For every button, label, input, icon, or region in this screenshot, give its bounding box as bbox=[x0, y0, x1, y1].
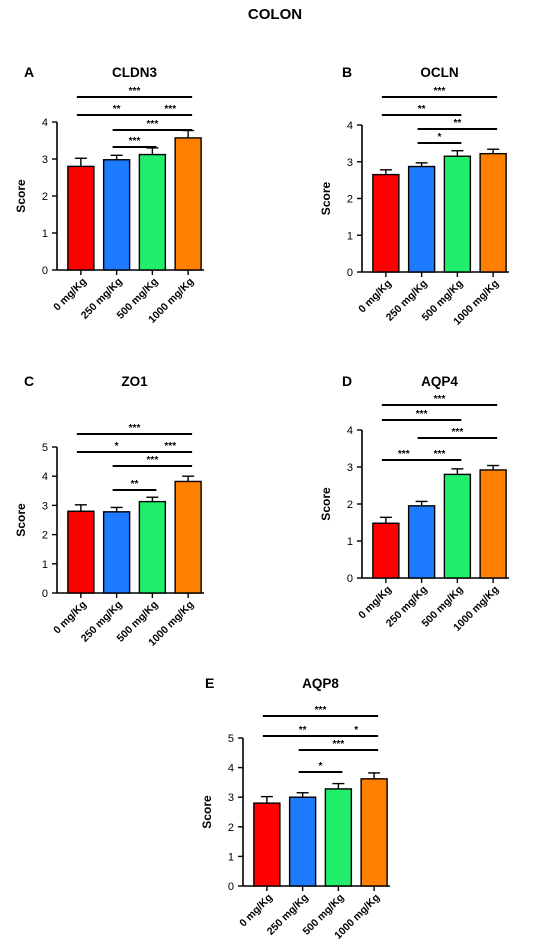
y-tick-label: 2 bbox=[42, 191, 48, 203]
y-tick-label: 5 bbox=[228, 733, 234, 745]
bar-0 bbox=[253, 802, 281, 887]
y-tick-label: 0 bbox=[347, 573, 353, 585]
panel-letter: B bbox=[342, 64, 352, 80]
y-tick-label: 3 bbox=[42, 500, 48, 512]
y-tick-label: 1 bbox=[42, 559, 48, 571]
significance-label: *** bbox=[398, 449, 410, 460]
y-axis-label: Score bbox=[14, 179, 28, 213]
significance-label: *** bbox=[416, 409, 428, 420]
y-axis-label: Score bbox=[200, 795, 214, 829]
panel-letter: A bbox=[24, 64, 34, 80]
y-tick-label: 2 bbox=[347, 194, 353, 206]
bar-3 bbox=[479, 469, 507, 579]
significance-label: *** bbox=[164, 104, 176, 115]
y-tick-label: 2 bbox=[228, 822, 234, 834]
significance-label: ** bbox=[299, 725, 307, 736]
y-axis-label: Score bbox=[14, 503, 28, 537]
significance-label: *** bbox=[315, 705, 327, 716]
bar-1 bbox=[407, 165, 436, 273]
significance-label: * bbox=[115, 441, 119, 452]
y-tick-label: 1 bbox=[347, 230, 353, 242]
bar-2 bbox=[324, 788, 353, 887]
y-tick-label: 4 bbox=[347, 120, 353, 132]
significance-label: * bbox=[319, 761, 323, 772]
bar-2 bbox=[138, 153, 167, 271]
significance-label: *** bbox=[333, 739, 345, 750]
bar-1 bbox=[102, 511, 131, 594]
significance-label: *** bbox=[434, 394, 446, 405]
bar-1 bbox=[407, 505, 436, 579]
significance-label: ** bbox=[418, 104, 426, 115]
bar-0 bbox=[372, 522, 400, 579]
y-tick-label: 1 bbox=[347, 536, 353, 548]
y-axis-label: Score bbox=[319, 487, 333, 521]
y-tick-label: 4 bbox=[42, 471, 48, 483]
chart-title: ZO1 bbox=[121, 374, 148, 389]
y-tick-label: 4 bbox=[228, 763, 234, 775]
y-tick-label: 0 bbox=[347, 267, 353, 279]
y-tick-label: 1 bbox=[42, 228, 48, 240]
y-tick-label: 4 bbox=[347, 425, 353, 437]
significance-label: ** bbox=[131, 479, 139, 490]
significance-label: *** bbox=[434, 449, 446, 460]
bar-2 bbox=[443, 473, 472, 579]
y-tick-label: 0 bbox=[42, 588, 48, 600]
bar-0 bbox=[67, 510, 95, 594]
significance-label: *** bbox=[434, 86, 446, 97]
y-tick-label: 3 bbox=[347, 462, 353, 474]
panel-letter: E bbox=[205, 675, 214, 691]
bar-1 bbox=[288, 796, 317, 887]
y-tick-label: 5 bbox=[42, 442, 48, 454]
significance-label: *** bbox=[129, 136, 141, 147]
significance-label: ** bbox=[453, 118, 461, 129]
y-tick-label: 4 bbox=[42, 117, 48, 129]
significance-label: *** bbox=[164, 441, 176, 452]
bar-3 bbox=[174, 137, 202, 271]
chart-title: CLDN3 bbox=[112, 65, 157, 80]
bar-3 bbox=[174, 480, 202, 594]
significance-label: *** bbox=[147, 119, 159, 130]
significance-label: *** bbox=[452, 427, 464, 438]
significance-label: * bbox=[354, 725, 358, 736]
significance-label: *** bbox=[147, 455, 159, 466]
y-tick-label: 3 bbox=[347, 157, 353, 169]
bar-1 bbox=[102, 159, 131, 271]
y-tick-label: 0 bbox=[42, 265, 48, 277]
bar-2 bbox=[443, 155, 472, 273]
significance-label: *** bbox=[129, 423, 141, 434]
figure-title: COLON bbox=[247, 6, 303, 23]
y-tick-label: 3 bbox=[228, 792, 234, 804]
y-tick-label: 2 bbox=[42, 530, 48, 542]
significance-label: * bbox=[438, 132, 442, 143]
panel-letter: C bbox=[24, 373, 34, 389]
bar-3 bbox=[479, 152, 507, 273]
y-tick-label: 0 bbox=[228, 881, 234, 893]
chart-title: AQP4 bbox=[421, 374, 458, 389]
panel-letter: D bbox=[342, 373, 352, 389]
y-tick-label: 1 bbox=[228, 851, 234, 863]
bar-2 bbox=[138, 500, 167, 594]
y-tick-label: 2 bbox=[347, 499, 353, 511]
significance-label: ** bbox=[113, 104, 121, 115]
bar-0 bbox=[67, 165, 95, 271]
chart-title: OCLN bbox=[420, 65, 458, 80]
y-tick-label: 3 bbox=[42, 154, 48, 166]
bar-0 bbox=[372, 173, 400, 273]
bar-3 bbox=[360, 778, 388, 887]
chart-title: AQP8 bbox=[302, 676, 339, 691]
significance-label: *** bbox=[129, 86, 141, 97]
y-axis-label: Score bbox=[319, 182, 333, 216]
